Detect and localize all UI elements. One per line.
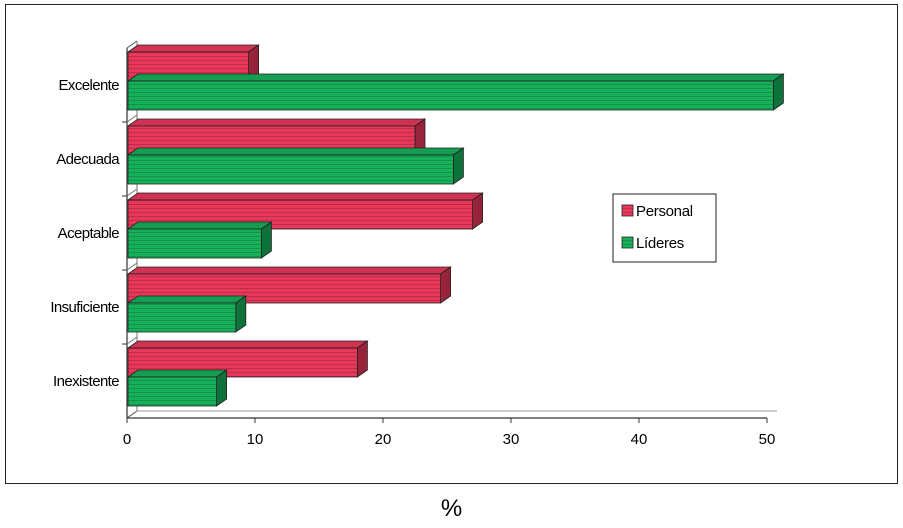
y-gridline-depth [126,336,138,345]
x-tick-label: 50 [759,431,776,448]
bar-líderes-aceptable [126,221,273,259]
bar-personal-insuficiente [126,266,452,304]
category-label: Excelente [59,77,120,94]
category-label: Insuficiente [50,299,119,316]
category-label: Inexistente [53,373,119,390]
legend-swatch-personal [621,204,634,217]
wall-edge-top [126,40,138,49]
y-gridline-depth [126,114,138,123]
bar-líderes-inexistente [126,369,228,407]
bar-personal-aceptable [126,192,484,230]
x-tick-label: 0 [123,431,131,448]
legend: Personal Líderes [612,193,717,263]
legend-swatch-líderes [621,236,634,249]
legend-label-personal: Personal [636,203,693,220]
category-label: Aceptable [58,225,120,242]
bar-líderes-insuficiente [126,295,248,333]
bar-líderes-adecuada [126,147,465,185]
x-tick-label: 20 [375,431,392,448]
x-tick-label: 40 [631,431,648,448]
y-gridline-depth [126,262,138,271]
x-tick-label: 10 [247,431,264,448]
x-axis-title: % [440,495,463,522]
wall-edge-bottom [126,410,138,419]
category-label: Adecuada [56,151,120,168]
bar-líderes-excelente [126,73,785,111]
y-gridline-depth [126,188,138,197]
x-tick-label: 30 [503,431,520,448]
legend-label-líderes: Líderes [636,235,684,252]
